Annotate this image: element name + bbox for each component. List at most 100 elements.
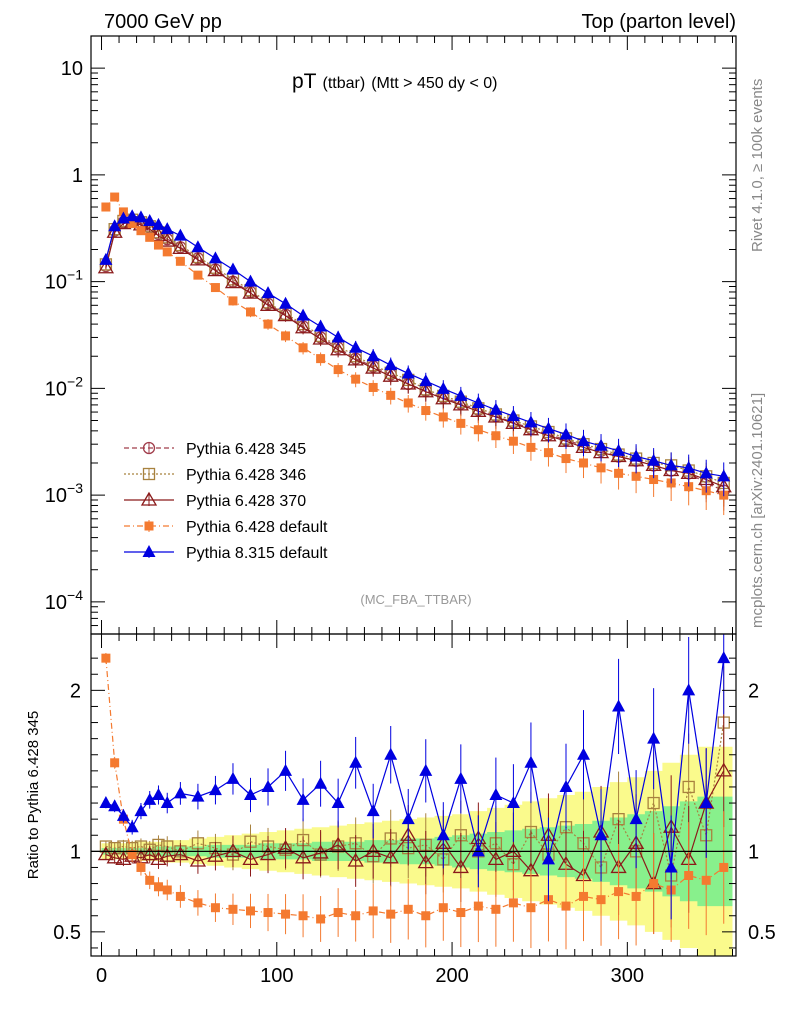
data-point — [207, 262, 224, 277]
data-point — [296, 308, 310, 321]
main-y-tick-exp: −2 — [67, 373, 83, 389]
data-point — [561, 901, 571, 911]
data-point — [717, 651, 731, 664]
data-point — [151, 217, 165, 230]
ratio-y-tick-label-right: 1 — [748, 841, 759, 863]
data-point — [715, 762, 732, 777]
main-y-tick-label: 1 — [72, 165, 83, 187]
data-point — [261, 779, 275, 792]
data-point — [316, 354, 326, 364]
data-point — [365, 359, 382, 374]
data-point — [438, 412, 448, 422]
data-point — [508, 898, 518, 908]
main-y-tick-base: 10 — [45, 485, 67, 507]
data-point — [242, 284, 259, 299]
data-point — [110, 192, 120, 202]
data-point — [682, 780, 695, 794]
data-point — [684, 871, 694, 880]
data-point — [664, 458, 678, 471]
data-point — [226, 262, 240, 275]
data-point — [366, 349, 380, 362]
data-point — [559, 427, 573, 440]
series-line — [105, 195, 724, 496]
data-point — [505, 843, 522, 857]
legend-marker — [144, 521, 154, 531]
data-point — [489, 788, 503, 800]
data-point — [559, 779, 573, 792]
data-point — [382, 367, 399, 382]
data-point — [699, 466, 713, 479]
data-point — [473, 901, 483, 911]
data-point — [541, 852, 555, 865]
data-point — [125, 820, 139, 833]
data-point — [701, 875, 711, 885]
data-point — [101, 653, 111, 663]
data-point — [189, 251, 207, 266]
data-point — [136, 226, 146, 236]
legend-label: Pythia 8.315 default — [186, 545, 328, 562]
data-point — [125, 209, 139, 222]
data-point — [579, 891, 589, 901]
data-point — [351, 374, 361, 384]
data-point — [699, 796, 713, 809]
data-point — [649, 475, 659, 485]
data-point — [491, 904, 501, 914]
data-point — [347, 852, 364, 867]
data-point — [403, 904, 413, 914]
data-point — [136, 862, 146, 872]
main-y-tick-base: 10 — [45, 592, 67, 614]
legend-label: Pythia 6.428 default — [186, 519, 328, 536]
legend-label: Pythia 6.428 370 — [186, 493, 306, 510]
data-point — [243, 274, 257, 287]
main-y-tick-exp: −3 — [67, 480, 83, 496]
data-point — [524, 755, 538, 768]
mcplots-label: mcplots.cern.ch [arXiv:2401.10621] — [749, 393, 766, 628]
data-point — [99, 796, 113, 809]
data-point — [261, 286, 275, 299]
data-point — [173, 228, 187, 241]
data-point — [491, 431, 501, 441]
data-point — [208, 783, 222, 796]
data-point — [224, 274, 242, 289]
data-point — [97, 846, 115, 861]
ratio-y-tick-label-right: 0.5 — [748, 922, 776, 944]
data-point — [438, 903, 448, 913]
data-point — [330, 836, 347, 851]
ratio-y-tick-label: 0.5 — [53, 922, 81, 944]
data-point — [143, 792, 157, 805]
data-point — [719, 862, 729, 872]
ratio-y-tick-label-right: 2 — [748, 680, 759, 702]
data-point — [330, 341, 347, 356]
data-point — [208, 251, 222, 264]
ratio-y-label: Ratio to Pythia 6.428 345 — [25, 711, 42, 879]
data-point — [243, 788, 257, 800]
ratio-frame — [90, 633, 737, 957]
data-point — [452, 859, 469, 874]
data-point — [210, 283, 220, 293]
data-point — [127, 850, 137, 860]
data-point — [421, 406, 431, 416]
data-point — [331, 330, 345, 343]
data-point — [454, 771, 468, 784]
ratio-y-tick-label: 1 — [70, 841, 81, 863]
series-pythia-8-315-default — [99, 209, 731, 497]
data-point — [401, 812, 415, 825]
data-point — [193, 270, 203, 280]
data-point — [153, 240, 163, 250]
data-point — [298, 343, 308, 353]
data-point — [175, 256, 185, 266]
data-point — [116, 808, 130, 821]
data-point — [281, 909, 291, 919]
data-point — [664, 860, 678, 873]
data-point — [281, 331, 291, 341]
data-point — [717, 469, 731, 482]
data-point — [228, 296, 238, 306]
main-y-tick-label: 10−4 — [45, 587, 83, 614]
data-point — [172, 846, 189, 861]
data-point — [153, 882, 163, 892]
main-series-group — [97, 192, 732, 516]
data-point — [259, 297, 277, 311]
ratio-x-tick-label: 200 — [435, 965, 468, 987]
main-y-tick-label: 10−3 — [45, 480, 83, 507]
data-point — [524, 415, 538, 428]
